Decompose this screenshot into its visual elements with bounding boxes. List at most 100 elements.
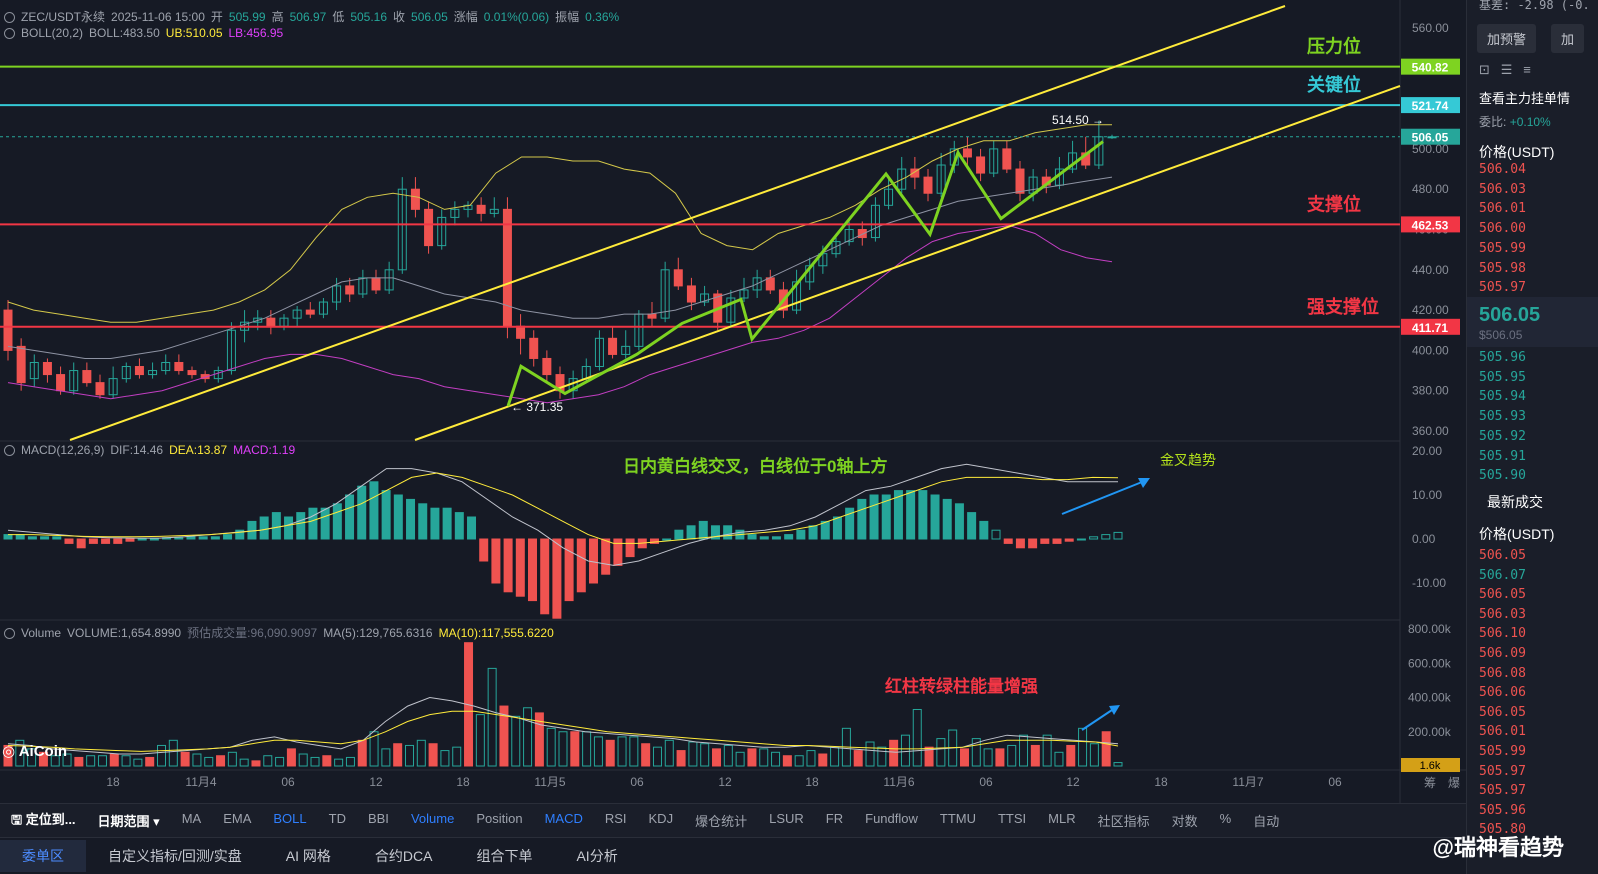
ohlc-header: ZEC/USDT永续 2025-11-06 15:00 开 505.99 高 506.97…: [4, 8, 625, 25]
locate-button[interactable]: 🖫 定位到...: [11, 811, 76, 827]
macd-dif: DIF:14.46: [110, 443, 164, 457]
orderbook-title[interactable]: 查看主力挂单情: [1479, 91, 1571, 106]
add-alert-button[interactable]: 加预警: [1477, 24, 1537, 53]
volume-bar: [145, 756, 155, 767]
trade-row: 506.10: [1479, 626, 1526, 642]
visibility-icon[interactable]: [4, 628, 15, 639]
volume-tick: 800.00k: [1408, 622, 1452, 636]
date-range-button[interactable]: 日期范围 ▾: [97, 814, 160, 829]
trades-header: 价格(USDT): [1479, 526, 1555, 542]
volume-bar: [393, 743, 403, 767]
indicator-boll[interactable]: BOLL: [273, 811, 307, 826]
indicator-fundflow[interactable]: Fundflow: [865, 811, 918, 826]
volume-bar: [995, 748, 1005, 767]
indicator-mlr[interactable]: MLR: [1048, 811, 1076, 826]
macd-bar: [918, 490, 928, 540]
volume-bar: [263, 755, 273, 767]
volume-arrow: [1081, 709, 1113, 731]
macd-bar: [27, 536, 37, 540]
volume-bar: [322, 755, 332, 767]
bottom-tab[interactable]: 自定义指标/回测/实盘: [108, 848, 242, 864]
visibility-icon[interactable]: [4, 28, 15, 39]
candle: [358, 277, 368, 295]
indicator-社区指标[interactable]: 社区指标: [1097, 814, 1150, 829]
indicator-position[interactable]: Position: [476, 811, 523, 826]
chart-area[interactable]: 560.00540.00520.00500.00480.00460.00440.…: [0, 0, 1466, 803]
macd-bar: [991, 529, 1001, 540]
macd-bar: [320, 507, 330, 540]
price-row: 505.99: [1479, 240, 1526, 256]
indicator-对数[interactable]: 对数: [1171, 814, 1198, 829]
vol-name: Volume: [21, 626, 62, 640]
macd-bar: [808, 525, 818, 540]
vol-est: 预估成交量:96,090.9097: [187, 626, 318, 640]
indicator-ttsi[interactable]: TTSI: [997, 811, 1027, 826]
channel-upper-line: [69, 5, 1286, 441]
volume-tick: 200.00k: [1408, 725, 1452, 739]
volume-bar: [534, 712, 544, 767]
macd-name: MACD(12,26,9): [21, 443, 105, 457]
bottom-tab[interactable]: AI 网格: [285, 848, 331, 864]
volume-bar: [97, 755, 107, 767]
macd-hist: MACD:1.19: [233, 443, 296, 457]
indicator-ma[interactable]: MA: [181, 811, 202, 826]
candle: [95, 382, 105, 396]
indicator-ttmu[interactable]: TTMU: [939, 811, 976, 826]
macd-bar: [954, 503, 964, 540]
indicator-rsi[interactable]: RSI: [604, 811, 627, 826]
candle: [16, 345, 26, 384]
key-line-value: 521.74: [1412, 99, 1449, 113]
volume-bar: [652, 746, 662, 767]
indicator-td[interactable]: TD: [328, 811, 346, 826]
resist-line-tag: [1401, 58, 1460, 75]
time-tick: 06: [979, 775, 993, 789]
candle: [936, 164, 946, 194]
candle: [647, 313, 657, 319]
indicator-macd[interactable]: MACD: [544, 811, 583, 826]
visibility-icon[interactable]: [4, 445, 15, 456]
indicator-lsur[interactable]: LSUR: [769, 811, 804, 826]
volume-bar: [664, 739, 674, 767]
candle: [1002, 148, 1012, 170]
low-label: 低: [332, 10, 345, 24]
macd-bar: [576, 538, 586, 593]
bottom-tab[interactable]: 组合下单: [476, 848, 533, 864]
bottom-tab[interactable]: 合约DCA: [374, 848, 433, 864]
price-chart-svg[interactable]: 560.00540.00520.00500.00480.00460.00440.…: [0, 0, 1466, 803]
macd-bar: [113, 538, 123, 544]
last-price: 506.05: [1479, 304, 1541, 326]
bottom-tab[interactable]: 委单区: [0, 840, 86, 872]
macd-bar: [979, 520, 989, 540]
orderbook-view-icons[interactable]: ⊡ ☰ ≡: [1479, 62, 1531, 77]
macd-bar: [893, 490, 903, 540]
volume-bar: [912, 708, 922, 767]
settings-icon[interactable]: [4, 12, 15, 23]
volume-bar: [334, 758, 344, 767]
volume-last-value: 1.6k: [1420, 760, 1441, 772]
indicator-爆仓统计[interactable]: 爆仓统计: [695, 814, 748, 829]
macd-bar: [332, 503, 342, 540]
boll-middle-band: [7, 176, 1113, 359]
indicator-%[interactable]: %: [1219, 811, 1232, 826]
indicator-volume[interactable]: Volume: [410, 811, 455, 826]
volume-bar: [440, 750, 450, 767]
bottom-tab[interactable]: AI分析: [576, 848, 618, 864]
indicator-自动[interactable]: 自动: [1253, 814, 1280, 829]
candle: [700, 293, 710, 303]
volume-bar: [1054, 751, 1064, 767]
price-row: 505.94: [1479, 389, 1526, 405]
time-tick: 18: [1154, 775, 1168, 789]
volume-bar: [475, 714, 485, 767]
boll-lower-band: [7, 224, 1113, 404]
add-button[interactable]: 加: [1551, 24, 1585, 53]
trade-row: 505.99: [1479, 744, 1526, 759]
range-label: 日期范围: [97, 814, 150, 829]
indicator-ema[interactable]: EMA: [223, 811, 252, 826]
indicator-bbi[interactable]: BBI: [367, 811, 389, 826]
indicator-kdj[interactable]: KDJ: [648, 811, 674, 826]
symbol-label: ZEC/USDT永续: [21, 10, 106, 24]
indicator-fr[interactable]: FR: [825, 811, 844, 826]
volume-bar: [204, 756, 214, 767]
candle: [29, 361, 39, 380]
volume-bar: [700, 743, 710, 767]
